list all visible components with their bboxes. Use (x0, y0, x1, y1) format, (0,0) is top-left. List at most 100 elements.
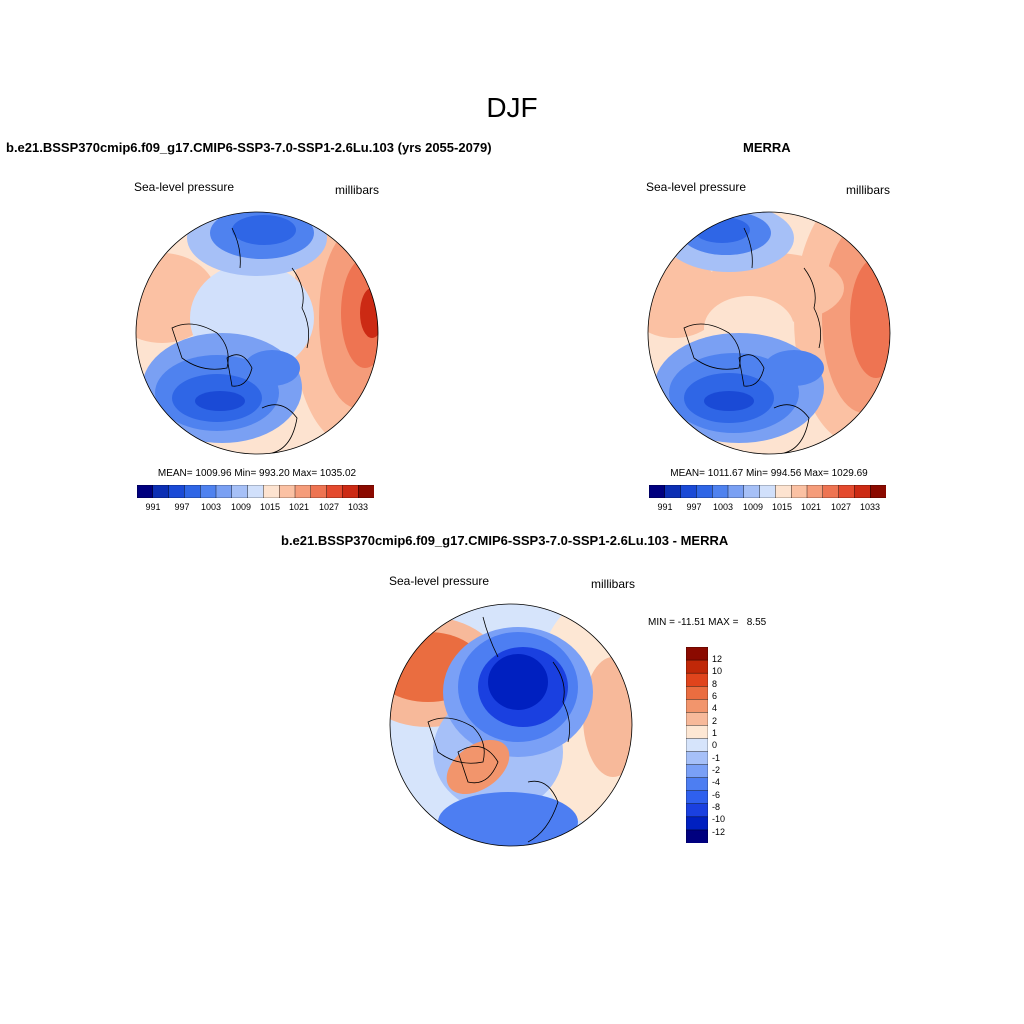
model-tick: 1033 (347, 502, 369, 512)
obs-tick: 1033 (859, 502, 881, 512)
diff-greenland-positive (446, 740, 510, 794)
diff-coastline-canada (427, 717, 485, 764)
diff-tick: -8 (712, 802, 721, 812)
model-tick: 1027 (318, 502, 340, 512)
obs-coastline-alaska (743, 227, 753, 269)
obs-colorbar-box (743, 485, 761, 498)
obs-map-border (647, 211, 891, 455)
obs-colorbar-box (822, 485, 840, 498)
model-barents-trough (244, 350, 300, 386)
obs-colorbar-box (869, 485, 886, 498)
diff-atlantic-negative (438, 792, 578, 846)
obs-coastline-europe (773, 404, 810, 454)
model-colorbar-box (231, 485, 249, 498)
model-map-border (135, 211, 379, 455)
obs-colorbar-box (680, 485, 697, 498)
obs-colorbar-box (759, 485, 776, 498)
diff-colorbar-box (686, 659, 708, 674)
obs-tick: 1009 (742, 502, 764, 512)
model-coastline-europe (261, 404, 298, 454)
model-siberian-high-core (360, 288, 378, 338)
model-colorbar-box (278, 485, 296, 498)
diff-tick: 6 (712, 691, 718, 701)
diff-tick: -4 (712, 777, 721, 787)
model-icelandic-low-core (195, 391, 245, 411)
diff-colorbar-box (686, 699, 708, 713)
model-coastline-canada (171, 323, 229, 370)
obs-units-label: millibars (846, 183, 891, 197)
obs-coastline-greenland (738, 354, 765, 387)
obs-colorbar-box (727, 485, 745, 498)
diff-tick: 1 (712, 728, 718, 738)
obs-tick: 1027 (830, 502, 852, 512)
model-colorbar-box (215, 485, 233, 498)
diff-tick: 10 (712, 666, 723, 676)
model-colorbar (137, 485, 374, 498)
model-colorbar-box (137, 485, 154, 498)
diff-tick: -6 (712, 790, 721, 800)
diff-colorbar-box (686, 803, 708, 818)
diff-slp-map (389, 603, 633, 847)
model-coastline-alaska (231, 227, 241, 269)
model-colorbar-ticks: 991 997 1003 1009 1015 1021 1027 1033 (137, 502, 374, 514)
obs-stats: MEAN= 1011.67 Min= 994.56 Max= 1029.69 (670, 468, 868, 479)
model-stats: MEAN= 1009.96 Min= 993.20 Max= 1035.02 (157, 468, 357, 479)
obs-variable-label: Sea-level pressure (646, 180, 747, 194)
diff-asia-positive-inner (583, 657, 632, 777)
obs-tick: 1021 (800, 502, 822, 512)
diff-stats: MIN = -11.51 MAX = 8.55 (648, 617, 767, 628)
obs-slp-map (647, 211, 891, 455)
diff-tick: 12 (712, 654, 723, 664)
diff-tick: -1 (712, 753, 721, 763)
diff-colorbar-box (686, 790, 708, 805)
obs-pacific-low-inner (694, 217, 750, 243)
model-colorbar-box (357, 485, 374, 498)
diff-coastline-alaska (482, 616, 499, 658)
obs-colorbar-box (775, 485, 792, 498)
obs-colorbar-box (696, 485, 713, 498)
diff-colorbar-box (686, 712, 708, 726)
obs-tick: 1003 (712, 502, 734, 512)
model-units-label: millibars (335, 183, 380, 197)
diff-colorbar-box (686, 738, 708, 753)
diff-coastline-europe (527, 780, 559, 843)
diff-panel-title: b.e21.BSSP370cmip6.f09_g17.CMIP6-SSP3-7.… (281, 533, 729, 548)
diff-colorbar-box (686, 686, 708, 700)
diff-tick: -2 (712, 765, 721, 775)
obs-colorbar-box (854, 485, 871, 498)
diff-colorbar-box (686, 764, 708, 779)
model-tick: 997 (174, 502, 190, 512)
obs-tick: 997 (686, 502, 702, 512)
obs-colorbar (649, 485, 886, 498)
obs-tick: 1015 (771, 502, 793, 512)
model-slp-map (135, 211, 379, 455)
diff-colorbar-box (686, 751, 708, 766)
obs-colorbar-box (790, 485, 808, 498)
obs-colorbar-box (838, 485, 855, 498)
model-colorbar-box (247, 485, 264, 498)
diff-tick: 0 (712, 740, 718, 750)
obs-coastline-canada (683, 323, 741, 370)
obs-colorbar-box (806, 485, 824, 498)
diff-colorbar-box (686, 725, 708, 739)
diff-map-border (389, 603, 633, 847)
diff-tick: -12 (712, 827, 726, 837)
model-tick: 1021 (288, 502, 310, 512)
model-colorbar-box (294, 485, 312, 498)
diff-colorbar-ticks: 12 10 8 6 4 2 1 0 -1 -2 -4 -6 -8 -10 -12 (712, 647, 752, 843)
model-american-high (136, 253, 217, 343)
obs-barents-trough (764, 350, 824, 386)
obs-icelandic-low-core (704, 391, 754, 411)
diff-colorbar-box (686, 816, 708, 831)
model-colorbar-box (263, 485, 280, 498)
diff-tick: 4 (712, 703, 718, 713)
model-colorbar-box (326, 485, 343, 498)
model-tick: 1015 (259, 502, 281, 512)
diff-tick: -10 (712, 814, 726, 824)
diff-units-label: millibars (591, 577, 636, 591)
model-coastline-siberia (291, 267, 310, 349)
obs-tick: 991 (657, 502, 673, 512)
diff-colorbar-box (686, 777, 708, 792)
model-colorbar-box (310, 485, 328, 498)
diff-colorbar-box (686, 829, 708, 843)
